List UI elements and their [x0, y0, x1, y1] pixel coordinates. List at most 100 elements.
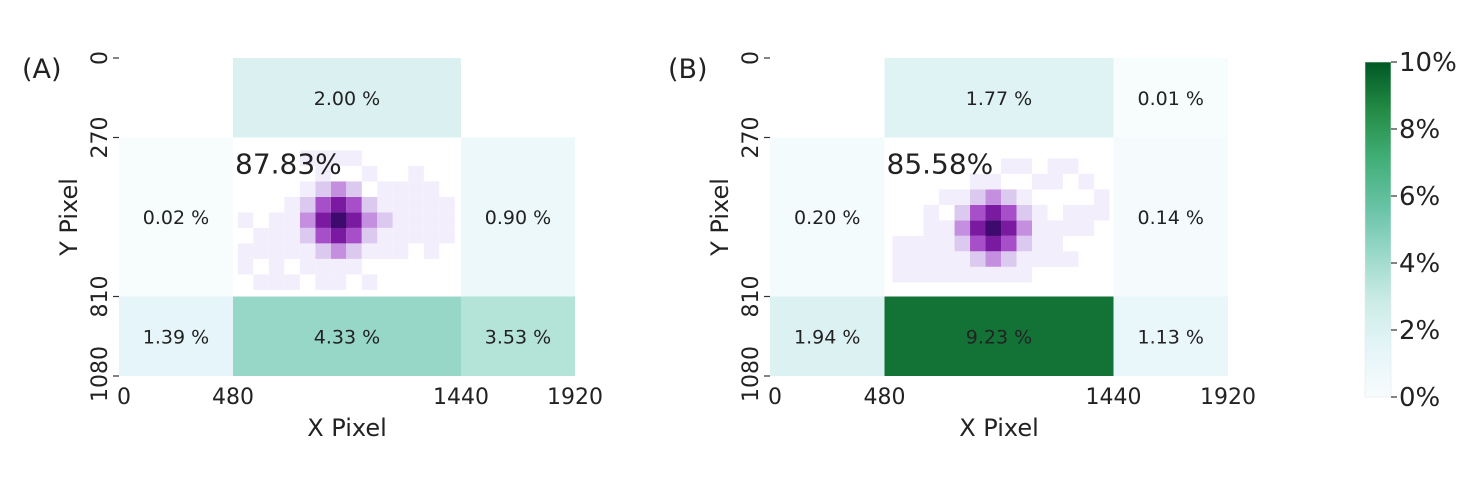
gaze-density-cell — [939, 220, 955, 236]
gaze-density-cell — [1032, 173, 1048, 190]
gaze-density-cell — [284, 243, 300, 259]
gaze-density-cell — [954, 189, 971, 205]
y-tick-label: 1080 — [88, 346, 113, 402]
gaze-density-cell — [268, 258, 285, 275]
colorbar-tick-label: 2% — [1399, 316, 1440, 346]
gaze-density-cell — [408, 165, 424, 182]
cell-label: 1.77 % — [966, 88, 1032, 110]
heatmap-cell — [884, 296, 1114, 376]
gaze-density-cell — [908, 266, 924, 283]
gaze-density-cell — [970, 173, 986, 190]
x-axis-label: X Pixel — [307, 414, 387, 442]
gaze-density-cell — [408, 212, 424, 228]
gaze-density-cell — [970, 251, 986, 267]
x-tick-label: 480 — [864, 385, 906, 410]
gaze-density-cell — [1016, 189, 1033, 205]
colorbar-tick-label: 4% — [1399, 249, 1440, 279]
gaze-density-cell — [1016, 266, 1033, 283]
gaze-density-cell — [985, 204, 1002, 221]
gaze-density-cell — [315, 227, 331, 244]
colorbar-gradient — [1364, 61, 1392, 398]
gaze-density-cell — [970, 220, 986, 236]
gaze-density-cell — [408, 227, 424, 244]
gaze-density-cell — [284, 196, 300, 213]
gaze-density-cell — [985, 266, 1002, 283]
gaze-density-cell — [1001, 204, 1017, 221]
x-tick-label: 1920 — [1200, 385, 1256, 410]
center-percentage: 87.83% — [235, 148, 342, 181]
gaze-density-cell — [1016, 251, 1033, 267]
gaze-density-cell — [892, 235, 909, 252]
gaze-density-cell — [1047, 251, 1064, 267]
gaze-density-cell — [954, 204, 971, 221]
gaze-density-cell — [1032, 235, 1048, 252]
gaze-density-cell — [268, 243, 285, 259]
gaze-density-cell — [985, 173, 1002, 190]
gaze-density-cell — [299, 181, 316, 197]
gaze-density-cell — [346, 258, 362, 275]
gaze-density-cell — [315, 196, 331, 213]
gaze-density-cell — [346, 150, 362, 166]
gaze-density-cell — [237, 212, 254, 228]
gaze-density-cell — [361, 274, 378, 290]
gaze-density-cell — [1001, 220, 1017, 236]
y-axis-label: Y Pixel — [55, 178, 83, 257]
panel-label: (B) — [668, 54, 708, 85]
cell-label: 0.90 % — [485, 207, 551, 229]
gaze-density-cell — [970, 235, 986, 252]
colorbar: 0% 2% 4% 6% 8% 10% — [1364, 48, 1457, 413]
gaze-density-cell — [1001, 189, 1017, 205]
gaze-density-cell — [330, 150, 347, 166]
gaze-density-cell — [1047, 235, 1064, 252]
gaze-density-cell — [330, 274, 347, 290]
heatmap-cell — [461, 296, 575, 376]
gaze-density-cell — [1063, 204, 1079, 221]
cell-label: 1.39 % — [143, 326, 209, 348]
gaze-density-cell — [1032, 220, 1048, 236]
panel-a: 2.00 % 0.02 % 0.90 % 1.39 % 4.33 % 3.53 % 87.8… — [22, 51, 603, 442]
gaze-density-cell — [361, 196, 378, 213]
gaze-density-cell — [237, 243, 254, 259]
heatmap-cell — [884, 58, 1114, 138]
gaze-density-cell — [346, 196, 362, 213]
gaze-density-cell — [1001, 266, 1017, 283]
gaze-density-cell — [299, 243, 316, 259]
gaze-density-cell — [361, 212, 378, 228]
gaze-hotspot — [330, 212, 347, 228]
gaze-density-cell — [299, 150, 316, 166]
gaze-density-cell — [284, 227, 300, 244]
y-tick-label: 0 — [739, 51, 764, 65]
heatmap-cell — [461, 137, 575, 297]
gaze-density-cell — [346, 181, 362, 197]
gaze-density-cell — [299, 258, 316, 275]
gaze-density-cell — [970, 266, 986, 283]
gaze-density-cell — [268, 212, 285, 228]
gaze-density-cell — [361, 243, 378, 259]
x-tick-label: 0 — [768, 385, 782, 410]
gaze-density-cell — [939, 251, 955, 267]
x-tick-label: 480 — [212, 385, 254, 410]
gaze-density-cell — [970, 189, 986, 205]
gaze-density-cell — [253, 243, 269, 259]
gaze-density-cell — [1063, 251, 1079, 267]
x-axis-label: X Pixel — [959, 414, 1039, 442]
gaze-density-cell — [1001, 158, 1017, 174]
gaze-density-cell — [299, 227, 316, 244]
gaze-density-cell — [1032, 251, 1048, 267]
gaze-density-cell — [392, 196, 409, 213]
gaze-density-cell — [1001, 251, 1017, 267]
y-axis-label: Y Pixel — [706, 178, 734, 257]
heatmap-cell — [233, 58, 461, 138]
y-tick-label: 1080 — [739, 346, 764, 402]
gaze-density-cell — [1078, 173, 1095, 190]
gaze-density-cell — [299, 212, 316, 228]
gaze-density-cell — [346, 243, 362, 259]
gaze-density-cell — [939, 235, 955, 252]
colorbar-tick-label: 0% — [1399, 383, 1440, 413]
gaze-density-cell — [1063, 158, 1079, 174]
gaze-density-cell — [439, 227, 455, 244]
gaze-hotspot — [985, 220, 1002, 236]
cell-label: 1.94 % — [794, 326, 860, 348]
heatmap-cell — [119, 296, 233, 376]
